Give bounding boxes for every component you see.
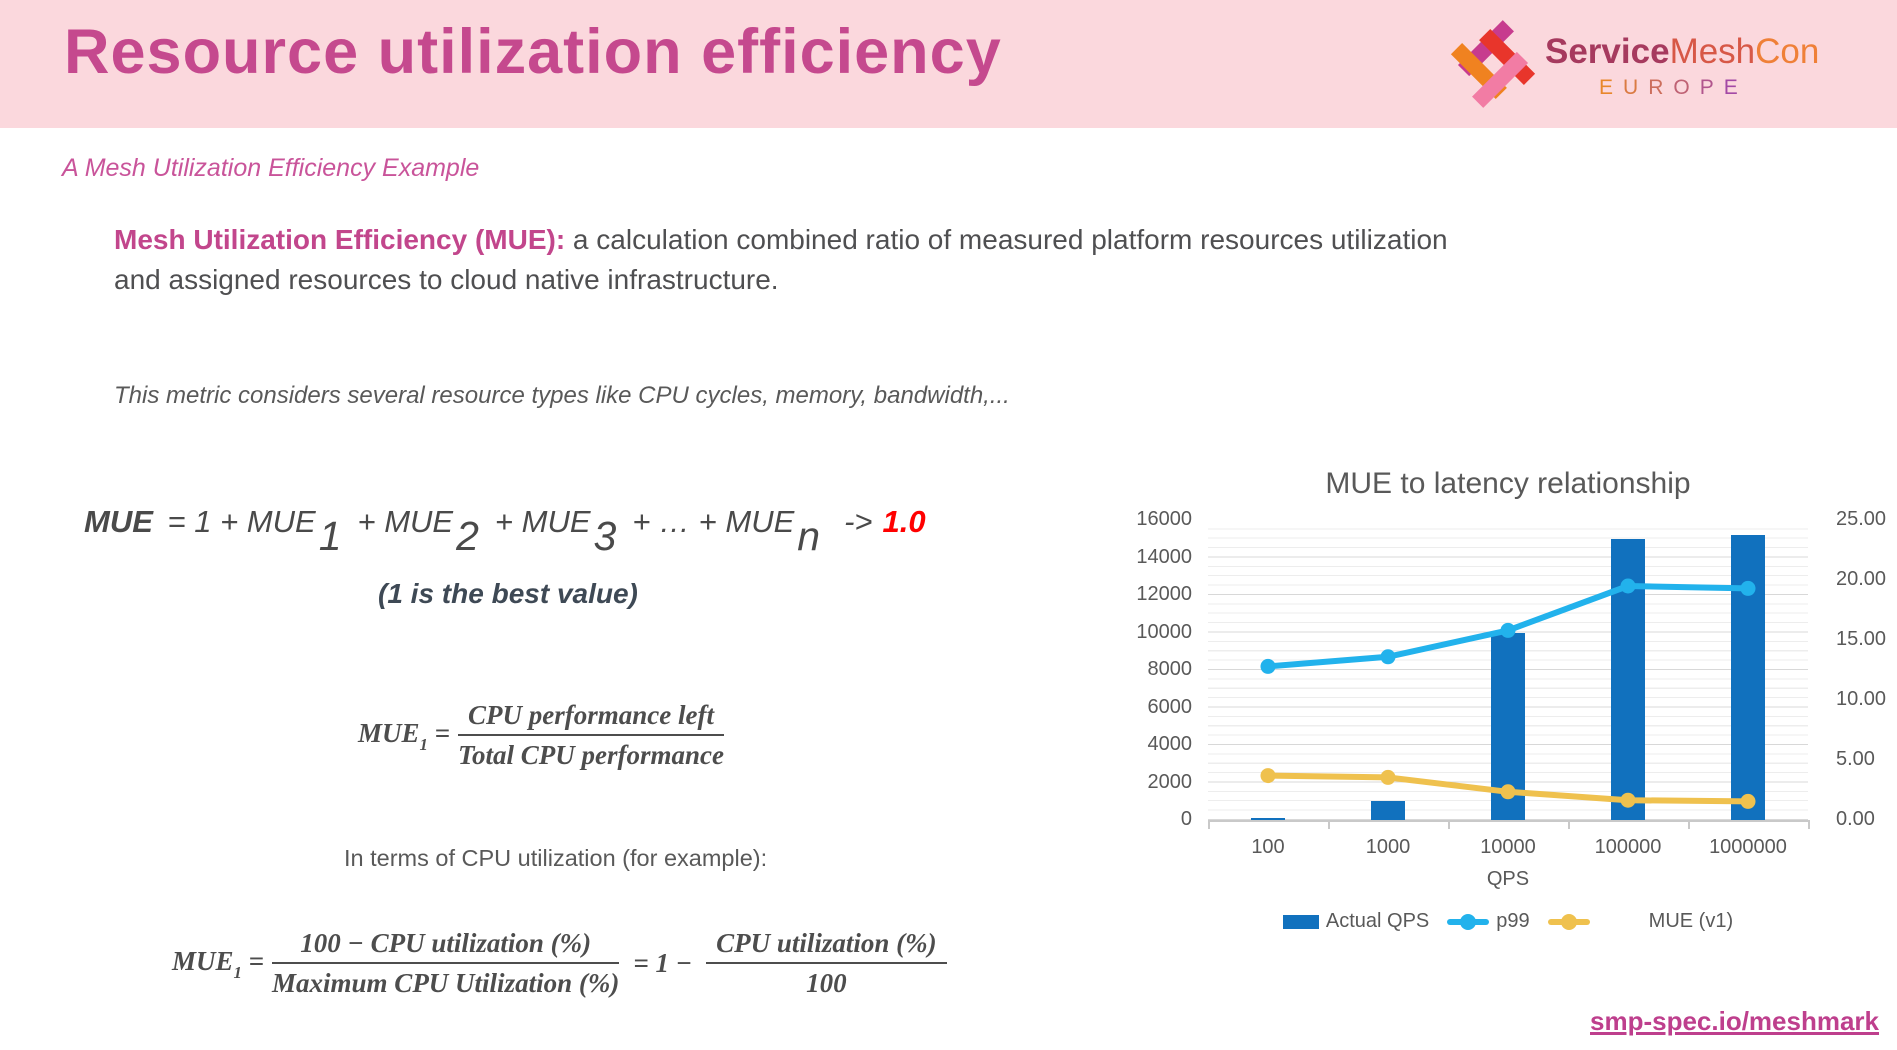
x-category-label: 100000 [1594,836,1662,858]
brand-mesh: Mesh [1669,32,1756,71]
chart-line-series [1260,578,1756,809]
x-tick [1208,820,1210,829]
x-tick [1568,820,1570,829]
mue-sum-lead: MUE [84,504,153,539]
chart-legend: Actual QPS p99 MUE (v1) [1178,910,1838,933]
x-category-label: 100 [1251,836,1285,858]
arrow-glyph: -> [844,504,873,539]
legend-item-actual-qps: Actual QPS [1282,910,1430,933]
right-axis-labels: 25.00 20.00 15.00 10.00 5.00 0.00 [1822,462,1892,947]
bar-100 [1251,818,1285,820]
cpu-fraction-1: 100 − CPU utilization (%) Maximum CPU Ut… [272,928,620,999]
x-tick [1448,820,1450,829]
bar-1000 [1371,801,1405,820]
best-value-caption: (1 is the best value) [378,578,638,609]
metric-note: This metric considers several resource t… [114,382,1010,409]
legend-label: Actual QPS [1325,910,1430,932]
subtitle: A Mesh Utilization Efficiency Example [62,154,480,182]
mue1-denominator: Total CPU performance [458,740,725,770]
x-category-label: 1000 [1365,836,1411,858]
mue-sum-sub: 1 [318,513,342,559]
mue-sum-sub: n [797,513,821,559]
legend-line-swatch-icon [1447,913,1490,930]
cpu-fraction-2-denominator: 100 [806,968,847,998]
cpu-fraction-2: CPU utilization (%) 100 [706,928,947,999]
brand-region: EUROPE [1599,76,1748,99]
brand-service: Service [1545,32,1670,71]
left-tick-label: 10000 [1136,620,1192,643]
header-bar: Resource utilization efficiency ServiceM… [0,0,1897,128]
mue1-formula: MUE1 = CPU performance left Total CPU pe… [358,700,732,771]
x-tick [1688,820,1690,829]
x-axis-ticks [1208,820,1810,830]
x-tick [1808,820,1810,829]
page-title: Resource utilization efficiency [64,17,1002,87]
mue-sum-term: + MUE [357,504,454,539]
brand: ServiceMeshCon EUROPE [1449,10,1869,120]
x-axis-title: QPS [1486,868,1530,890]
mue-sum-sub: 3 [593,513,617,559]
x-category-label: 1000000 [1709,836,1787,858]
cpu-formula-mid: = 1 − [633,948,693,978]
brand-wordmark: ServiceMeshCon [1545,32,1819,72]
left-tick-label: 8000 [1147,658,1193,680]
right-tick-label: 0.00 [1836,808,1875,830]
left-tick-label: 12000 [1136,583,1192,605]
left-tick-label: 2000 [1147,770,1193,793]
mue1-lhs: MUE1 = [358,717,451,755]
left-axis-labels: 16000 14000 12000 10000 8000 6000 4000 2000 0 [1122,462,1198,947]
mue1-numerator: CPU performance left [458,700,725,736]
chart-title: MUE to latency relationship [1325,467,1691,500]
legend-line-swatch-icon [1547,913,1590,930]
chart: MUE to latency relationship 16000 14000 12… [1122,462,1892,947]
legend-item-p99: p99 [1447,910,1530,933]
right-tick-label: 10.00 [1836,688,1887,710]
x-category-label: 10000 [1480,836,1536,858]
definition-lead: Mesh Utilization Efficiency (MUE): [114,224,566,255]
legend-label: MUE (v1) [1648,910,1734,932]
cpu-fraction-2-numerator: CPU utilization (%) [706,928,947,964]
x-axis-labels: 100 1000 10000 100000 1000000 [1208,836,1808,862]
servicemeshcon-weave-logo-icon [1450,20,1536,108]
mue-sum-term: + … + MUE [632,504,795,539]
left-tick-label: 14000 [1136,545,1192,568]
right-tick-label: 15.00 [1836,628,1887,650]
left-tick-label: 6000 [1147,695,1193,718]
legend-item-mue-v1: MUE (v1) [1547,910,1734,933]
cpu-formula: MUE1 = 100 − CPU utilization (%) Maximum… [172,928,955,999]
cpu-fraction-1-numerator: 100 − CPU utilization (%) [272,928,620,964]
legend-label: p99 [1496,910,1530,932]
right-tick-label: 20.00 [1836,568,1887,590]
left-tick-label: 16000 [1136,508,1192,530]
left-tick-label: 4000 [1147,733,1193,755]
mue1-fraction: CPU performance left Total CPU performan… [458,700,725,771]
definition-rest: a calculation combined ratio of measured… [114,224,1448,295]
cpu-note: In terms of CPU utilization (for example… [344,845,768,871]
definition-text: Mesh Utilization Efficiency (MUE): a cal… [114,220,1464,300]
chart-plot [1208,520,1808,822]
legend-bar-swatch-icon [1282,914,1319,929]
mue-sum-term: + MUE [494,504,591,539]
mue-sum-term: = 1 + MUE [158,504,316,539]
x-tick [1328,820,1330,829]
mue-sum-formula: MUE = 1 + MUE1 + MUE2 + MUE3 + … + MUEn -> 1.… [84,498,926,557]
cpu-formula-lhs: MUE1 = [172,945,265,983]
cpu-fraction-1-denominator: Maximum CPU Utilization (%) [272,968,620,998]
left-tick-label: 0 [1180,808,1192,830]
right-tick-label: 25.00 [1836,508,1887,530]
brand-con: Con [1755,32,1820,71]
mue-sum-sub: 2 [456,513,479,559]
mue-sum-target: 1.0 [882,504,926,539]
right-tick-label: 5.00 [1836,748,1875,770]
footer-link[interactable]: smp-spec.io/meshmark [1590,1006,1880,1036]
